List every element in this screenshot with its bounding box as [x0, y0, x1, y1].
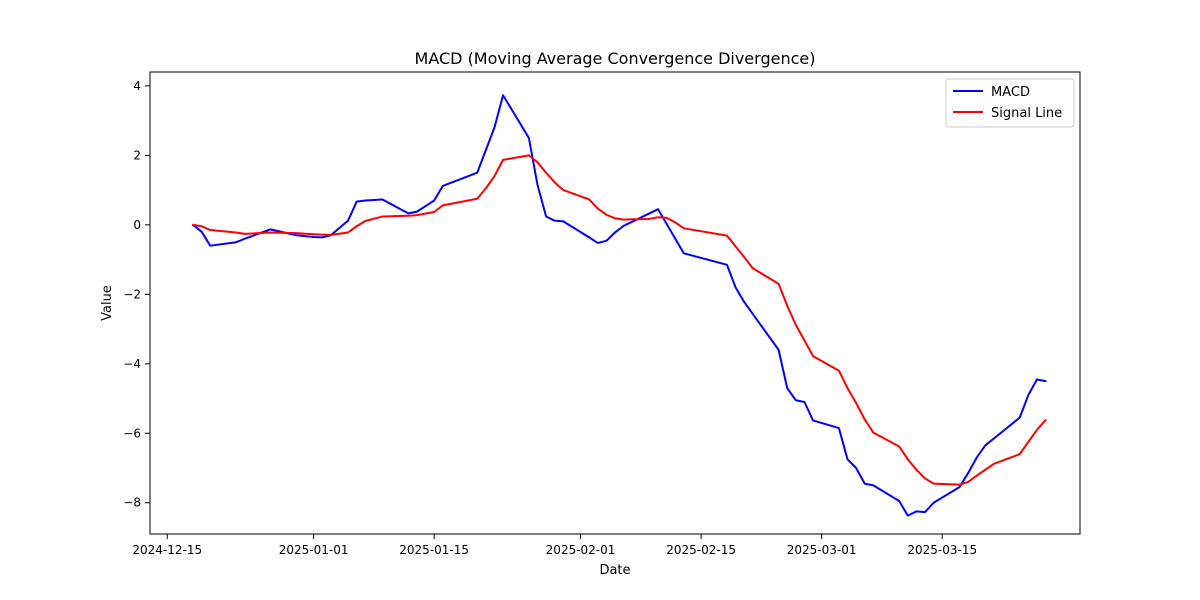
- y-tick-label: 2: [133, 148, 141, 162]
- legend-signal-label: Signal Line: [991, 106, 1062, 121]
- x-axis-label: Date: [599, 563, 630, 578]
- plot-lines: [192, 94, 1047, 517]
- y-tick-label: −4: [123, 357, 141, 371]
- x-tick-label: 2025-02-15: [666, 543, 736, 557]
- x-tick-label: 2025-03-01: [787, 543, 857, 557]
- x-tick-label: 2025-03-15: [907, 543, 977, 557]
- y-tick-label: −8: [123, 496, 141, 510]
- chart-title: MACD (Moving Average Convergence Diverge…: [415, 49, 816, 68]
- x-tick-label: 2025-01-01: [279, 543, 349, 557]
- y-tick-label: 4: [133, 79, 141, 93]
- legend: MACD Signal Line: [945, 78, 1075, 128]
- y-tick-label: 0: [133, 218, 141, 232]
- y-axis-label: Value: [100, 285, 115, 321]
- y-tick-label: −6: [123, 426, 141, 440]
- series-line-macd: [192, 94, 1047, 517]
- y-axis: 4 2 0 −2 −4 −6 −8: [123, 79, 150, 510]
- x-tick-label: 2025-02-01: [546, 543, 616, 557]
- x-axis: 2024-12-15 2025-01-01 2025-01-15 2025-02-01…: [132, 534, 977, 557]
- y-tick-label: −2: [123, 287, 141, 301]
- plot-area-frame: [149, 71, 1081, 535]
- x-tick-label: 2024-12-15: [132, 543, 202, 557]
- legend-macd-label: MACD: [991, 85, 1030, 100]
- x-tick-label: 2025-01-15: [399, 543, 469, 557]
- series-line-signal: [192, 154, 1047, 486]
